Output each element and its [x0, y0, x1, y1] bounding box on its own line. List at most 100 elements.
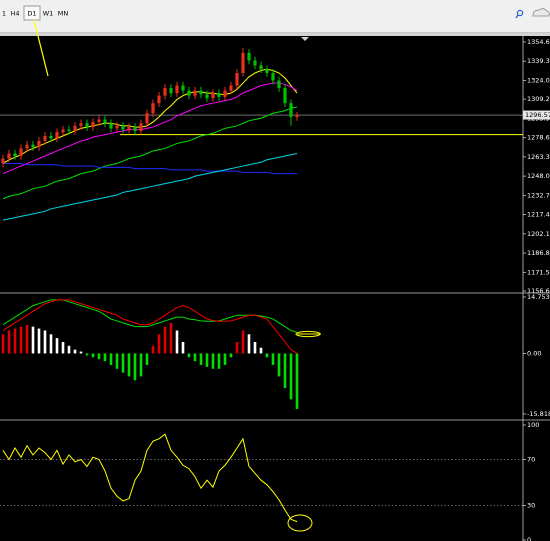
indicator-line: [3, 163, 297, 175]
histogram-bar: [79, 351, 83, 354]
candle-body: [211, 93, 215, 99]
candle-body: [19, 148, 23, 156]
histogram-bar: [211, 353, 215, 369]
histogram-bar: [103, 353, 107, 362]
indicator-line: [2, 299, 298, 354]
histogram-bar: [289, 353, 293, 400]
current-price-box: [523, 110, 550, 120]
candle-body: [193, 90, 197, 96]
toolbar: 1 H4 D1 W1 MN: [0, 0, 550, 36]
indicator-line: [2, 106, 298, 200]
candle-body: [97, 119, 101, 123]
candle-body: [85, 123, 89, 128]
y-tick-label: 1248.00: [527, 172, 550, 180]
candle-body: [223, 90, 227, 97]
active-timeframe-frame: [23, 5, 41, 21]
histogram-bar: [31, 326, 35, 354]
histogram-bar: [187, 353, 191, 358]
candle-body: [43, 135, 47, 141]
indicator-line: [2, 68, 298, 164]
y-tick-label: 100: [527, 421, 539, 429]
candle-body: [127, 127, 131, 130]
candle-body: [253, 60, 257, 66]
y-tick-label: 1339.35: [527, 57, 550, 65]
histogram-bar: [127, 353, 131, 377]
candle-body: [169, 88, 173, 94]
candle-body: [241, 52, 245, 73]
histogram-bar: [241, 330, 245, 354]
histogram-bar: [175, 330, 179, 354]
current-price-label: 1296.57: [525, 111, 550, 119]
shift-marker: [301, 37, 309, 41]
histogram-bar: [85, 353, 89, 356]
candle-body: [289, 103, 293, 118]
histogram-bar: [7, 330, 11, 354]
histogram-bar: [97, 353, 101, 360]
search-icon[interactable]: [516, 9, 524, 17]
y-tick-label: 1232.70: [527, 191, 550, 199]
histogram-bar: [151, 345, 155, 354]
candle-body: [205, 94, 209, 99]
y-tick-label: 1186.80: [527, 249, 550, 257]
timeframe-button[interactable]: H4: [10, 10, 19, 18]
candle-body: [229, 85, 233, 91]
candle-body: [235, 72, 239, 86]
timeframe-button[interactable]: 1: [2, 10, 6, 18]
indicator-line: [2, 82, 298, 175]
histogram-bar: [223, 353, 227, 365]
candle-body: [265, 69, 269, 73]
candle-body: [271, 72, 275, 81]
histogram-bar: [55, 338, 59, 354]
candle-body: [49, 135, 53, 139]
candle-body: [73, 125, 77, 131]
candle-body: [1, 158, 5, 164]
histogram-bar: [61, 341, 65, 354]
candle-body: [283, 88, 287, 104]
y-tick-label: 14.753: [527, 293, 550, 301]
candle-body: [247, 52, 251, 61]
histogram-bar: [67, 345, 71, 354]
timeframe-button[interactable]: D1: [27, 10, 36, 18]
timeframe-button[interactable]: W1: [43, 10, 54, 18]
toolbar-bg: [0, 0, 550, 33]
candle-body: [259, 65, 263, 70]
candle-body: [277, 80, 281, 89]
y-tick-label: 1217.40: [527, 211, 550, 219]
histogram-bar: [169, 322, 173, 354]
search-icon-handle: [515, 14, 519, 19]
timeframe-button[interactable]: MN: [58, 10, 69, 18]
indicator-line: [2, 433, 298, 523]
histogram-bar: [133, 353, 137, 381]
histogram-bar: [121, 353, 125, 373]
toolbar-strip: [0, 33, 550, 36]
y-tick-label: 0.00: [527, 349, 541, 357]
histogram-bar: [13, 328, 17, 354]
y-tick-label: -15.8189: [527, 410, 550, 418]
histogram-bar: [283, 353, 287, 388]
cloud-icon[interactable]: [532, 8, 550, 17]
histogram-bar: [145, 353, 149, 365]
histogram-bar: [37, 328, 41, 354]
indicator-line: [2, 152, 298, 221]
histogram-bar: [295, 353, 299, 409]
candle-body: [91, 122, 95, 128]
candle-body: [37, 140, 41, 148]
histogram-bar: [253, 341, 257, 354]
histogram-bar: [139, 353, 143, 377]
y-tick-label: 1278.60: [527, 134, 550, 142]
candle-body: [109, 123, 113, 129]
candle-body: [151, 103, 155, 114]
drawn-ellipse: [287, 514, 313, 532]
candle-body: [13, 153, 17, 156]
candle-body: [31, 144, 35, 148]
y-tick-label: 1354.65: [527, 38, 550, 46]
histogram-bar: [115, 353, 119, 369]
histogram-bar: [271, 353, 275, 365]
candle-body: [121, 125, 125, 130]
y-tick-label: 30: [527, 502, 535, 510]
y-tick-label: 0: [527, 536, 531, 541]
y-tick-label: 1171.50: [527, 268, 550, 276]
histogram-bar: [19, 326, 23, 354]
